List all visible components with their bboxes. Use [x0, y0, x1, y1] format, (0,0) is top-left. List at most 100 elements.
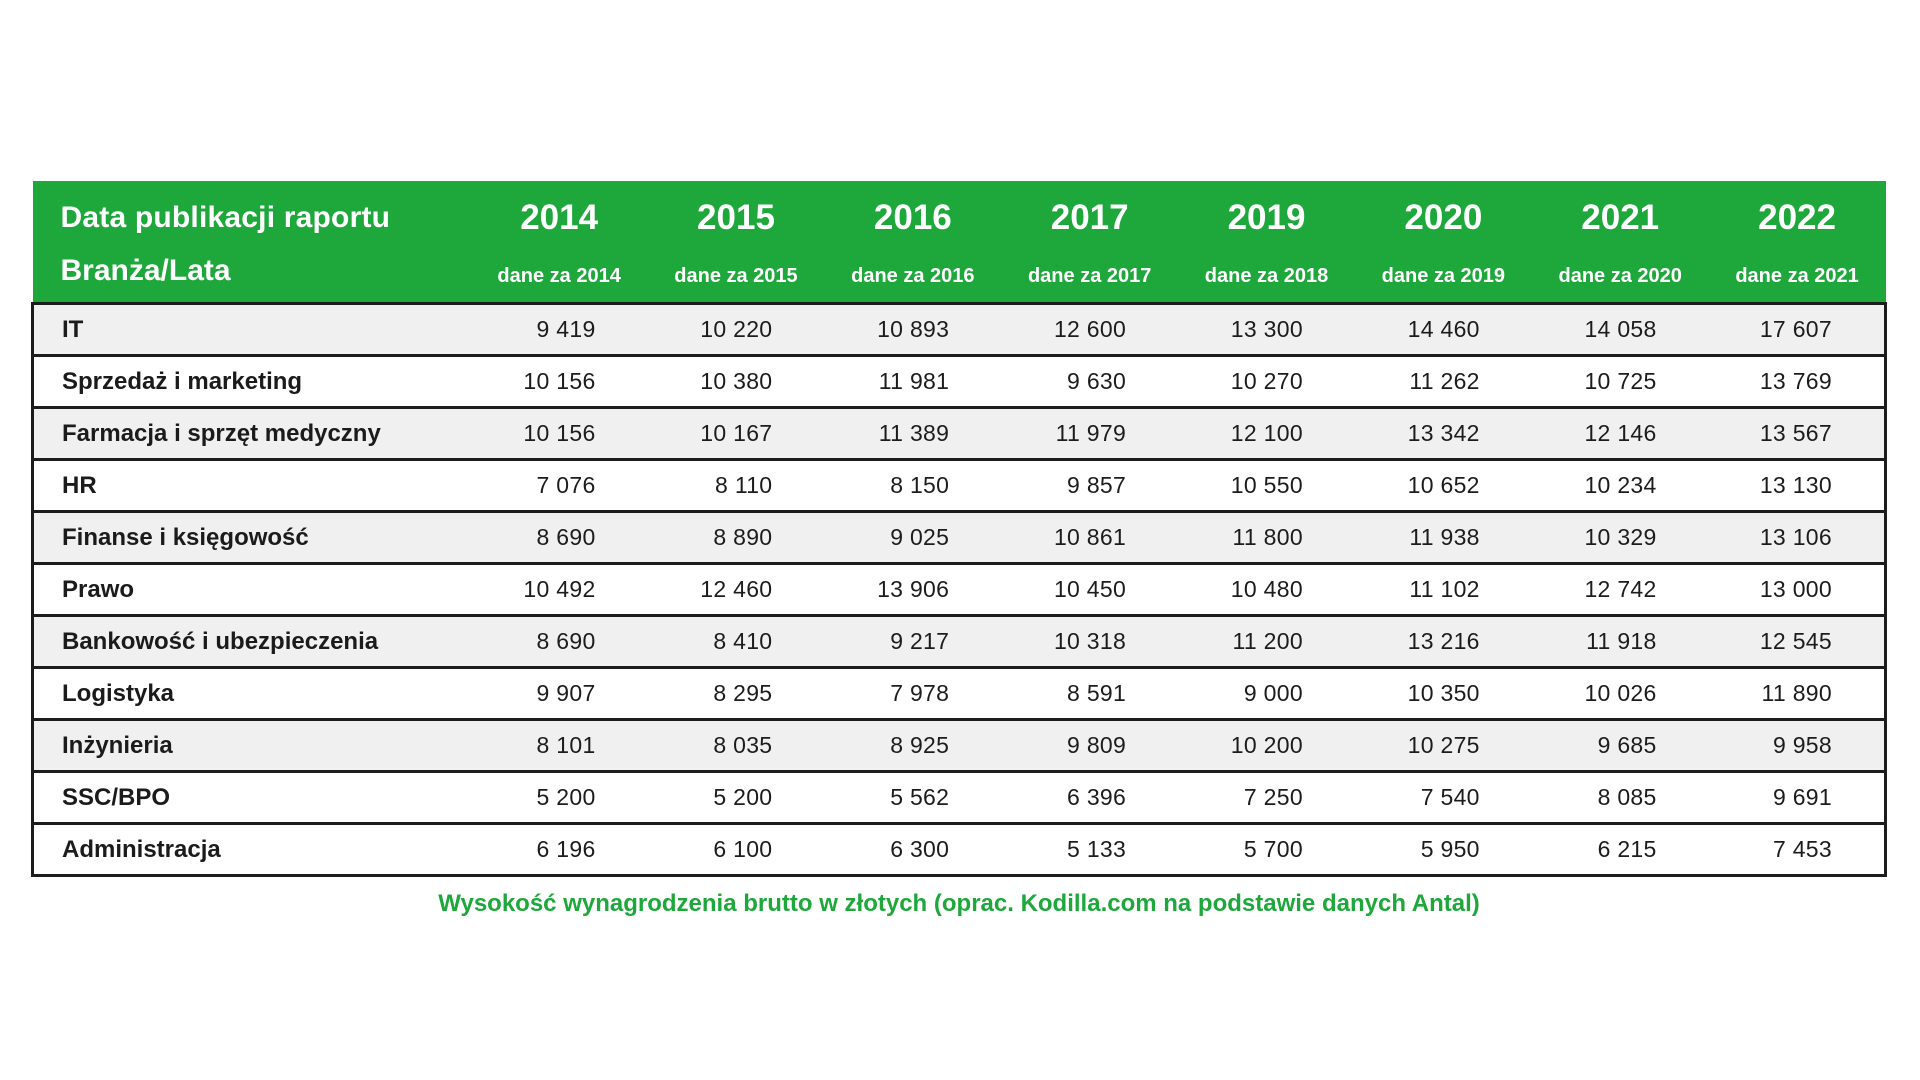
- salary-cell: 5 200: [536, 784, 596, 810]
- salary-cell: 12 600: [1053, 316, 1127, 342]
- salary-cell: 14 460: [1407, 316, 1480, 342]
- table-row: SSC/BPO 5 200 5 200 5 562 6 396 7 250 7 540 8 0…: [30, 771, 1887, 824]
- salary-cell: 10 200: [1230, 732, 1303, 758]
- header-cell-year-2016: 2016 dane za 2016: [824, 181, 1002, 304]
- header-title-line1: Data publikacji raportu: [60, 201, 391, 234]
- salary-cell: 10 156: [523, 368, 596, 394]
- salary-cell: 9 000: [1243, 680, 1303, 706]
- salary-cell: 13 567: [1708, 407, 1887, 460]
- header-cell-year-2022: 2022 dane za 2021: [1708, 181, 1886, 304]
- header-cell-year-2014: 2014 dane za 2014: [470, 181, 648, 304]
- year-sublabel: dane za 2019: [1381, 265, 1506, 287]
- salary-cell: 9 809: [1067, 732, 1127, 758]
- row-label: Logistyka: [30, 667, 471, 720]
- salary-cell: 9 419: [536, 316, 596, 342]
- year-sublabel: dane za 2017: [1027, 265, 1152, 287]
- salary-cell: 12 742: [1584, 576, 1657, 602]
- header-cell-year-2021: 2021 dane za 2020: [1531, 181, 1709, 304]
- salary-cell: 6 100: [713, 836, 773, 862]
- salary-cell: 6 215: [1597, 836, 1657, 862]
- salary-cell: 7 076: [536, 472, 596, 498]
- table-row: Finanse i księgowość 8 690 8 890 9 025 10 86…: [30, 511, 1887, 564]
- header-cell-label: Data publikacji raportu Branża/Lata: [32, 181, 471, 304]
- salary-cell: 5 133: [1067, 836, 1127, 862]
- row-label: Finanse i księgowość: [30, 511, 471, 564]
- row-label: HR: [30, 459, 471, 512]
- salary-cell: 7 978: [890, 680, 950, 706]
- salary-cell: 10 156: [523, 420, 596, 446]
- header-cell-year-2015: 2015 dane za 2015: [647, 181, 825, 304]
- salary-cell: 11 800: [1232, 524, 1303, 550]
- header-cell-year-2020: 2020 dane za 2019: [1354, 181, 1532, 304]
- table-row: Administracja 6 196 6 100 6 300 5 133 5 700 5 …: [30, 823, 1887, 876]
- salary-cell: 13 216: [1407, 628, 1480, 654]
- table-body: IT 9 419 10 220 10 893 12 600 13 300 14 460 14 …: [30, 303, 1887, 876]
- salary-cell: 11 938: [1409, 524, 1480, 550]
- salary-cell: 11 262: [1409, 368, 1480, 394]
- salary-cell: 11 979: [1055, 420, 1127, 446]
- table-caption: Wysokość wynagrodzenia brutto w złotych …: [438, 890, 1480, 917]
- salary-cell: 13 906: [877, 576, 950, 602]
- salary-cell: 5 700: [1243, 836, 1303, 862]
- table-row: Prawo 10 492 12 460 13 906 10 450 10 480 11 10…: [30, 563, 1887, 616]
- salary-cell: 9 907: [536, 680, 596, 706]
- row-label: Administracja: [30, 823, 471, 876]
- header-cell-year-2017: 2017 dane za 2017: [1001, 181, 1179, 304]
- salary-cell: 9 025: [890, 524, 950, 550]
- salary-cell: 9 217: [890, 628, 950, 654]
- salary-cell: 8 690: [536, 524, 596, 550]
- salary-cell: 8 085: [1597, 784, 1657, 810]
- salary-cell: 10 350: [1407, 680, 1480, 706]
- salary-cell: 9 685: [1597, 732, 1657, 758]
- salary-cell: 9 958: [1708, 719, 1887, 772]
- salary-cell: 8 150: [890, 472, 950, 498]
- year-label: 2014: [520, 198, 599, 237]
- salary-cell: 11 890: [1708, 667, 1887, 720]
- year-label: 2015: [697, 198, 775, 237]
- salary-cell: 9 691: [1708, 771, 1887, 824]
- salary-cell: 10 275: [1407, 732, 1480, 758]
- table-header: Data publikacji raportu Branża/Lata 2014…: [32, 181, 1886, 304]
- header-row: Data publikacji raportu Branża/Lata 2014…: [32, 181, 1886, 304]
- year-sublabel: dane za 2020: [1558, 265, 1682, 287]
- salary-cell: 5 200: [713, 784, 773, 810]
- salary-cell: 10 220: [700, 316, 773, 342]
- salary-cell: 11 389: [878, 420, 950, 446]
- year-label: 2016: [873, 198, 952, 237]
- salary-cell: 8 925: [890, 732, 950, 758]
- salary-cell: 10 725: [1584, 368, 1657, 394]
- salary-cell: 8 295: [713, 680, 773, 706]
- row-label: Sprzedaż i marketing: [30, 355, 471, 408]
- salary-cell: 13 106: [1708, 511, 1887, 564]
- year-label: 2020: [1404, 198, 1483, 237]
- salary-cell: 10 329: [1584, 524, 1657, 550]
- salary-cell: 7 540: [1420, 784, 1480, 810]
- salary-cell: 13 130: [1708, 459, 1887, 512]
- row-label: Inżynieria: [30, 719, 471, 772]
- salary-cell: 6 196: [536, 836, 596, 862]
- salary-cell: 7 453: [1708, 823, 1887, 876]
- salary-cell: 11 981: [878, 368, 950, 394]
- salary-cell: 6 396: [1067, 784, 1127, 810]
- salary-cell: 8 410: [713, 628, 773, 654]
- salary-cell: 13 342: [1407, 420, 1480, 446]
- salary-cell: 11 200: [1232, 628, 1303, 654]
- row-label: Prawo: [30, 563, 471, 616]
- salary-cell: 10 861: [1053, 524, 1127, 550]
- salary-cell: 11 102: [1409, 576, 1480, 602]
- table-row: IT 9 419 10 220 10 893 12 600 13 300 14 460 14 …: [30, 303, 1887, 356]
- table-row: Inżynieria 8 101 8 035 8 925 9 809 10 200 10 2…: [30, 719, 1887, 772]
- salary-cell: 10 492: [523, 576, 596, 602]
- year-label: 2019: [1227, 198, 1306, 237]
- salary-cell: 10 480: [1230, 576, 1303, 602]
- salary-cell: 8 890: [713, 524, 773, 550]
- year-sublabel: dane za 2016: [851, 265, 975, 287]
- salary-cell: 8 110: [715, 472, 773, 498]
- table-row: Sprzedaż i marketing 10 156 10 380 11 981 9 …: [30, 355, 1887, 408]
- salary-cell: 9 857: [1067, 472, 1127, 498]
- salary-cell: 10 550: [1230, 472, 1303, 498]
- header-cell-year-2019: 2019 dane za 2018: [1178, 181, 1355, 304]
- salary-cell: 10 026: [1584, 680, 1657, 706]
- salary-cell: 10 450: [1053, 576, 1127, 602]
